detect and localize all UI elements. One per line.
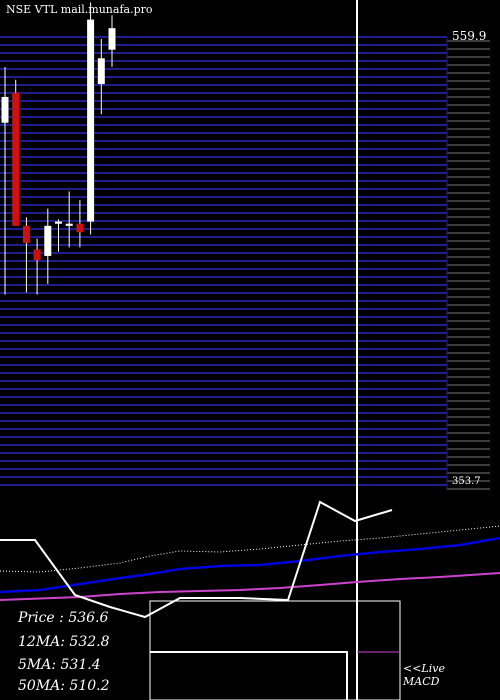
candle-body (87, 19, 95, 222)
stat-5ma-label: 5MA (18, 657, 52, 673)
price-momentum-line (0, 500, 393, 619)
stat-5ma-value: : 531.4 (51, 657, 101, 673)
stat-price-value: : 536.6 (59, 610, 109, 626)
stat-50ma-value: : 510.2 (60, 678, 110, 694)
macd-label-line2: MACD (403, 675, 440, 688)
candle-body (33, 249, 41, 261)
stat-12ma-label: 12MA (18, 634, 61, 650)
ma-fast-line (0, 536, 500, 594)
stat-price: Price : 536.6 (18, 610, 108, 626)
macd-label: <<Live MACD (403, 662, 445, 688)
price-gridlines (0, 36, 490, 490)
stat-50ma-label: 50MA (18, 678, 61, 694)
candles (1, 2, 116, 295)
price-axis-top-label: 559.9 (452, 29, 486, 43)
stat-12ma: 12MA: 532.8 (18, 634, 110, 650)
stat-50ma: 50MA: 510.2 (18, 678, 110, 694)
ma-slow-line (0, 572, 500, 601)
candle-body (12, 92, 20, 226)
candle-body (108, 28, 116, 50)
macd-label-line1: <<Live (403, 662, 445, 675)
macd-panel-box (149, 600, 401, 700)
candle-body (55, 221, 62, 224)
chart-title: NSE VTL mail.munafa.pro (6, 3, 153, 16)
price-axis-bottom-label: 353.7 (452, 476, 481, 487)
stat-12ma-value: : 532.8 (60, 634, 110, 650)
candle-body (76, 223, 84, 233)
candle-body (97, 58, 105, 85)
stat-price-label: Price (18, 610, 60, 626)
candle-body (1, 96, 9, 123)
candle-body (65, 223, 73, 226)
stat-5ma: 5MA: 531.4 (18, 657, 101, 673)
candle-body (44, 225, 52, 256)
candle-body (22, 225, 30, 244)
macd-signal-line (150, 651, 348, 700)
